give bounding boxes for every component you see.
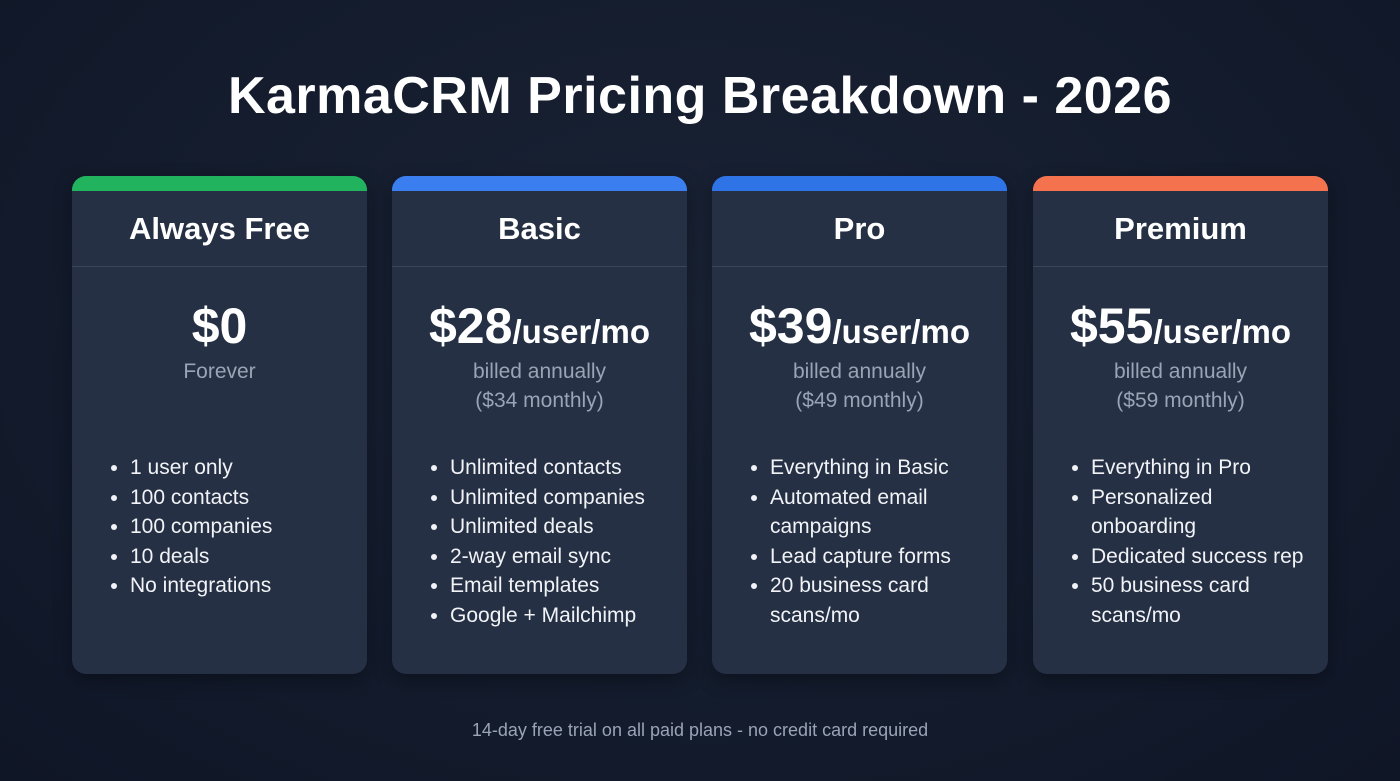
feature-item: 50 business card scans/mo	[1091, 571, 1316, 630]
feature-item: Personalized onboarding	[1091, 483, 1316, 542]
plan-name: Pro	[712, 191, 1007, 267]
feature-item: Everything in Basic	[770, 453, 995, 483]
plan-price: $0	[72, 297, 367, 355]
feature-item: Dedicated success rep	[1091, 542, 1316, 572]
feature-item: 100 contacts	[130, 483, 355, 513]
monthly-price-note: ($49 monthly)	[795, 389, 924, 412]
feature-item: 100 companies	[130, 512, 355, 542]
accent-bar	[1033, 176, 1328, 191]
feature-item: No integrations	[130, 571, 355, 601]
page-title: KarmaCRM Pricing Breakdown - 2026	[227, 67, 1173, 125]
plan-price: $55/user/mo	[1033, 297, 1328, 355]
plan-card-premium: Premium $55/user/mo billed annually ($59…	[1033, 176, 1328, 674]
monthly-price-note: ($59 monthly)	[1116, 389, 1245, 412]
feature-item: Google + Mailchimp	[450, 601, 675, 631]
pricing-cards: Always Free $0 Forever 1 user only100 co…	[72, 176, 1328, 674]
feature-item: 10 deals	[130, 542, 355, 572]
billing-note: Forever	[183, 360, 256, 383]
plan-card-always-free: Always Free $0 Forever 1 user only100 co…	[72, 176, 367, 674]
billing-note: billed annually	[1113, 360, 1248, 383]
feature-item: Lead capture forms	[770, 542, 995, 572]
accent-bar	[392, 176, 687, 191]
feature-item: Everything in Pro	[1091, 453, 1316, 483]
price-unit: /user/mo	[512, 313, 650, 350]
plan-price: $39/user/mo	[712, 297, 1007, 355]
price-unit: /user/mo	[1153, 313, 1291, 350]
feature-item: 2-way email sync	[450, 542, 675, 572]
plan-name: Premium	[1033, 191, 1328, 267]
accent-bar	[72, 176, 367, 191]
plan-name: Basic	[392, 191, 687, 267]
feature-item: 20 business card scans/mo	[770, 571, 995, 630]
feature-item: Unlimited contacts	[450, 453, 675, 483]
trial-note: 14-day free trial on all paid plans - no…	[471, 720, 929, 740]
plan-card-basic: Basic $28/user/mo billed annually ($34 m…	[392, 176, 687, 674]
price-amount: $55	[1070, 298, 1154, 354]
price-amount: $39	[749, 298, 833, 354]
monthly-price-note: ($34 monthly)	[475, 389, 604, 412]
plan-price: $28/user/mo	[392, 297, 687, 355]
billing-note: billed annually	[792, 360, 927, 383]
plan-name: Always Free	[72, 191, 367, 267]
feature-list: Unlimited contactsUnlimited companiesUnl…	[428, 453, 675, 630]
price-amount: $28	[429, 298, 513, 354]
feature-list: 1 user only100 contacts100 companies10 d…	[108, 453, 355, 601]
price-unit: /user/mo	[832, 313, 970, 350]
feature-list: Everything in BasicAutomated email campa…	[748, 453, 995, 630]
feature-item: Unlimited deals	[450, 512, 675, 542]
billing-note: billed annually	[472, 360, 607, 383]
plan-card-pro: Pro $39/user/mo billed annually ($49 mon…	[712, 176, 1007, 674]
feature-item: Email templates	[450, 571, 675, 601]
feature-item: Unlimited companies	[450, 483, 675, 513]
price-amount: $0	[191, 298, 248, 354]
feature-item: Automated email campaigns	[770, 483, 995, 542]
feature-list: Everything in ProPersonalized onboarding…	[1069, 453, 1316, 630]
accent-bar	[712, 176, 1007, 191]
feature-item: 1 user only	[130, 453, 355, 483]
